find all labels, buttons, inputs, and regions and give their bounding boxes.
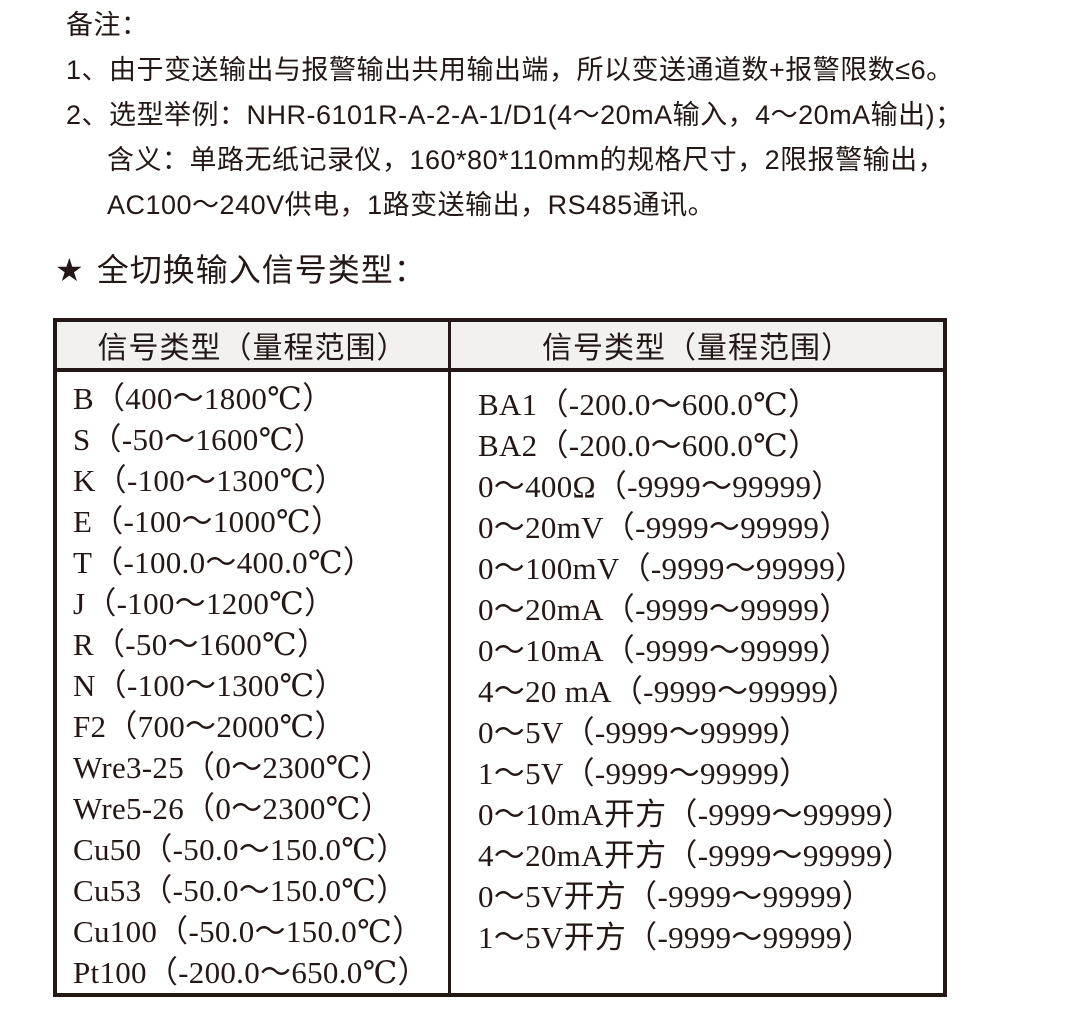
signal-type-table: 信号类型（量程范围） 信号类型（量程范围） B（400～1800℃） S（-50… [53, 318, 947, 997]
star-icon: ★ [55, 252, 85, 288]
signal-type-entry: E（-100～1000℃） [73, 504, 343, 539]
signal-type-entry: T（-100.0～400.0℃） [73, 545, 375, 580]
note-item-2-continued: 含义：单路无纸记录仪，160*80*110mm的规格尺寸，2限报警输出， [107, 145, 946, 175]
signal-type-entry: 0～20mV（-9999～99999） [478, 510, 851, 545]
note-item-2: 2、选型举例：NHR-6101R-A-2-A-1/D1(4～20mA输入，4～2… [66, 100, 963, 130]
signal-type-entry: K（-100～1300℃） [73, 463, 346, 498]
signal-type-entry: 4～20 mA（-9999～99999） [478, 674, 859, 709]
signal-type-entry: 0～20mA（-9999～99999） [478, 592, 851, 627]
signal-type-entry: B（400～1800℃） [73, 381, 334, 416]
signal-type-entry: 0～5V（-9999～99999） [478, 715, 811, 750]
column-header-right: 信号类型（量程范围） [448, 322, 943, 372]
signal-type-entry: N（-100～1300℃） [73, 668, 346, 703]
signal-type-entry: 0～100mV（-9999～99999） [478, 551, 867, 586]
signal-type-entry: R（-50～1600℃） [73, 627, 329, 662]
signal-type-entry: BA1（-200.0～600.0℃） [478, 387, 820, 422]
section-title-text: 全切换输入信号类型： [96, 252, 427, 288]
signal-type-entry: 0～10mA开方（-9999～99999） [478, 797, 914, 832]
notes-section: 备注： 1、由于变送输出与报警输出共用输出端，所以变送通道数+报警限数≤6。 2… [66, 3, 1056, 228]
signal-type-entry: Pt100（-200.0～650.0℃） [73, 955, 429, 990]
signal-type-entry: BA2（-200.0～600.0℃） [478, 428, 820, 463]
signal-type-entry: 0～400Ω（-9999～99999） [478, 469, 843, 504]
signal-column-right: BA1（-200.0～600.0℃） BA2（-200.0～600.0℃） 0～… [448, 372, 943, 993]
signal-type-entry: 1～5V开方（-9999～99999） [478, 920, 873, 955]
signal-type-entry: Cu100（-50.0～150.0℃） [73, 914, 424, 949]
column-header-left: 信号类型（量程范围） [57, 322, 448, 372]
signal-type-entry: Wre5-26（0～2300℃） [73, 791, 392, 826]
signal-type-entry: 0～10mA（-9999～99999） [478, 633, 851, 668]
signal-type-entry: 4～20mA开方（-9999～99999） [478, 838, 914, 873]
notes-title: 备注： [66, 10, 149, 40]
signal-type-entry: Wre3-25（0～2300℃） [73, 750, 392, 785]
section-title: ★ 全切换输入信号类型： [55, 250, 427, 290]
note-item-1: 1、由于变送输出与报警输出共用输出端，所以变送通道数+报警限数≤6。 [66, 55, 954, 85]
signal-type-entry: Cu53（-50.0～150.0℃） [73, 873, 408, 908]
signal-type-entry: S（-50～1600℃） [73, 422, 325, 457]
signal-type-entry: 1～5V（-9999～99999） [478, 756, 811, 791]
signal-column-left: B（400～1800℃） S（-50～1600℃） K（-100～1300℃） … [57, 372, 448, 993]
signal-type-entry: F2（700～2000℃） [73, 709, 346, 744]
signal-type-entry: J（-100～1200℃） [73, 586, 336, 621]
note-item-2-continued-2: AC100～240V供电，1路变送输出，RS485通讯。 [107, 190, 716, 220]
signal-type-entry: Cu50（-50.0～150.0℃） [73, 832, 408, 867]
signal-type-entry: 0～5V开方（-9999～99999） [478, 879, 873, 914]
